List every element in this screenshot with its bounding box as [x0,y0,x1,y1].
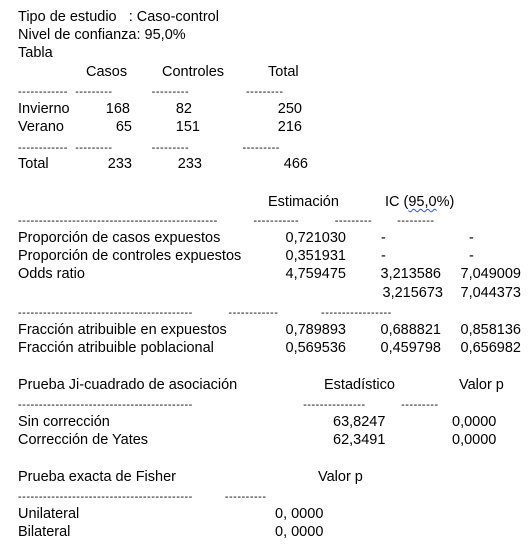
ic-high: 0,858136 [460,322,521,338]
est-value: 0,721030 [285,230,346,246]
est-label: Proporción de controles expuestos [18,248,242,264]
ic-high: 7,049009 [460,266,521,282]
col-valor-p: Valor p [459,377,504,393]
chi-stat: 63,8247 [333,414,386,430]
ic-low: 3,213586 [380,266,441,282]
col-casos: Casos [86,64,128,80]
cell-total-casos: 233 [107,156,132,172]
ic-low: - [381,248,386,264]
col-total: Total [268,64,299,80]
col-estimacion: Estimación [268,194,339,210]
divider: ----------------------------------------… [18,215,435,227]
fisher-p: 0, 0000 [275,524,324,540]
chi-label: Sin corrección [18,414,110,430]
fraction-value: 0,789893 [285,322,346,338]
table-title: Tabla [18,45,53,61]
cell-verano-casos: 65 [115,119,132,135]
cell-total-total: 466 [283,156,308,172]
est-label: Proporción de casos expuestos [18,230,221,246]
study-type: Tipo de estudio : Caso-control [18,9,219,25]
fisher-title: Prueba exacta de Fisher [18,469,176,485]
cell-invierno-casos: 168 [105,101,130,117]
cell-verano-total: 216 [277,119,302,135]
est-label: Odds ratio [18,266,85,282]
ic-low: 0,688821 [380,322,441,338]
ic-high: 7,044373 [460,285,521,301]
confidence-level: Nivel de confianza: 95,0% [18,27,186,43]
ic-low: 0,459798 [380,340,441,356]
fisher-label: Bilateral [18,524,71,540]
fraction-label: Fracción atribuible en expuestos [18,322,227,338]
cell-invierno-total: 250 [277,101,302,117]
cell-total-controles: 233 [177,156,202,172]
ic-low: - [381,230,386,246]
row-label-total: Total [18,156,49,172]
ic-low: 3,215673 [382,285,443,301]
cell-invierno-controles: 82 [175,101,192,117]
cell-verano-controles: 151 [175,119,200,135]
ic-high: - [469,248,474,264]
fraction-value: 0,569536 [285,340,346,356]
row-label-verano: Verano [18,119,64,135]
col-estadistico: Estadístico [324,377,395,393]
chi-title: Prueba Ji-cuadrado de asociación [18,377,238,393]
row-label-invierno: Invierno [18,101,70,117]
divider: ------------ --------- --------- -------… [18,142,280,154]
col-controles: Controles [162,64,225,80]
fraction-label: Fracción atribuible poblacional [18,340,214,356]
divider: ------------ --------- --------- -------… [18,86,284,98]
ic-high: - [469,230,474,246]
est-value: 0,351931 [285,248,346,264]
chi-stat: 62,3491 [333,432,386,448]
divider: ----------------------------------------… [18,491,267,503]
chi-label: Corrección de Yates [18,432,149,448]
fisher-label: Unilateral [18,506,80,522]
chi-p: 0,0000 [452,414,497,430]
est-value: 4,759475 [285,266,346,282]
ic-high: 0,656982 [460,340,521,356]
col-ic: IC (95,0%) [385,194,455,210]
fisher-p: 0, 0000 [275,506,324,522]
divider: ----------------------------------------… [18,307,392,319]
chi-p: 0,0000 [452,432,497,448]
divider: ----------------------------------------… [18,399,439,411]
col-valor-p: Valor p [318,469,363,485]
